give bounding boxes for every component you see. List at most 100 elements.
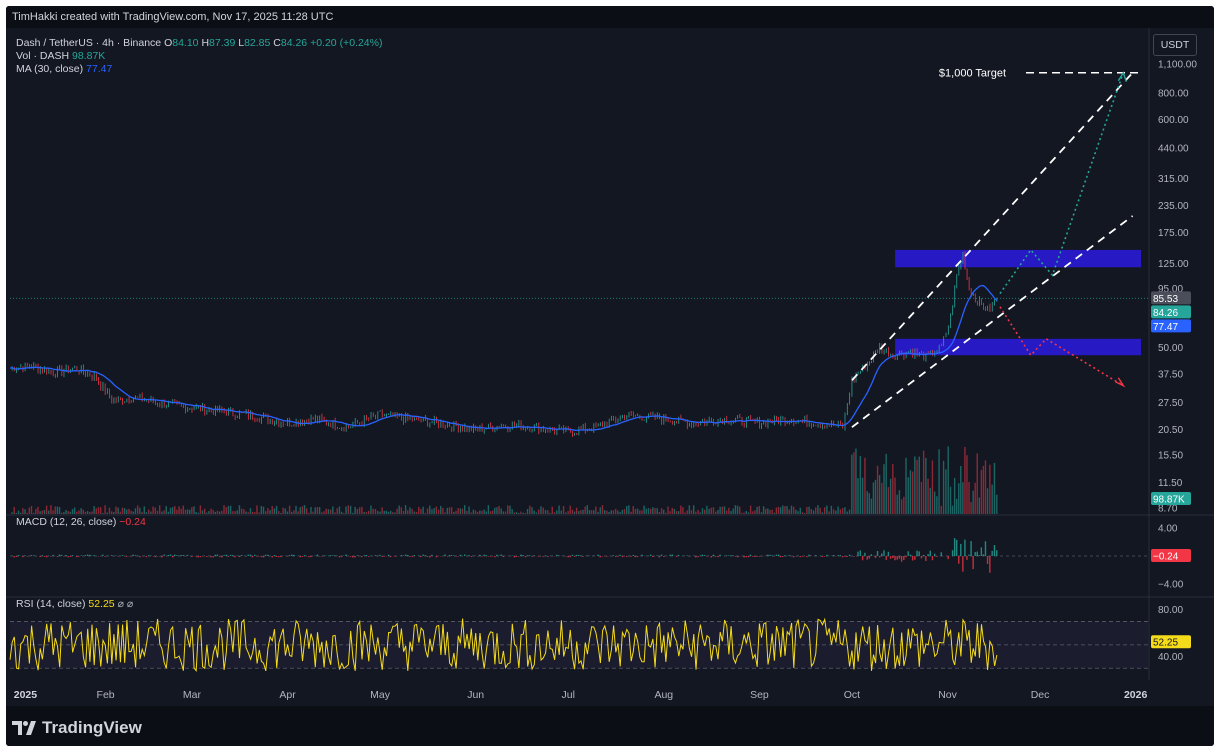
volume-bar — [39, 511, 41, 514]
volume-bar — [771, 509, 773, 514]
macd-histogram-bar — [171, 556, 174, 558]
volume-bar — [984, 460, 987, 514]
volume-bar — [383, 510, 385, 514]
volume-bar — [881, 482, 883, 514]
volume-bar — [485, 511, 487, 514]
rsi-last-tag: 52.25 — [1153, 638, 1178, 649]
volume-bar — [496, 507, 498, 514]
macd-histogram-bar — [986, 556, 989, 564]
macd-histogram-bar — [174, 554, 176, 556]
volume-bar — [273, 508, 276, 514]
macd-histogram-bar — [801, 556, 804, 557]
volume-bar — [929, 487, 931, 514]
macd-histogram-bar — [278, 556, 280, 558]
volume-bar — [920, 481, 923, 514]
rsi-label[interactable]: RSI (14, close) — [16, 598, 86, 610]
ma-label[interactable]: MA (30, close) — [16, 63, 84, 75]
rsi-settings-icon[interactable]: ⌀ ⌀ — [117, 598, 134, 610]
currency-button[interactable]: USDT — [1153, 34, 1197, 56]
macd-label[interactable]: MACD (12, 26, close) — [16, 516, 117, 528]
volume-bar — [323, 511, 325, 514]
macd-histogram-bar — [799, 556, 801, 558]
volume-bar — [325, 508, 327, 514]
volume-bar — [619, 512, 621, 514]
volume-bar — [972, 490, 974, 514]
macd-histogram-bar — [58, 554, 61, 556]
price-tick-label: 235.00 — [1158, 201, 1189, 212]
macd-histogram-bar — [24, 555, 26, 556]
macd-histogram-bar — [634, 556, 637, 558]
macd-histogram-bar — [878, 556, 881, 558]
volume-bar — [515, 512, 518, 514]
macd-histogram-bar — [225, 554, 227, 556]
tradingview-logo[interactable]: TradingView — [12, 718, 142, 738]
volume-bar — [156, 510, 159, 514]
volume-bar — [547, 510, 549, 514]
volume-bar — [632, 506, 634, 514]
volume-bar — [628, 505, 630, 514]
volume-bar — [966, 455, 968, 514]
symbol-info[interactable]: Dash / TetherUS · 4h · Binance — [16, 37, 162, 49]
volume-bar — [400, 507, 403, 514]
volume-bar — [982, 465, 985, 514]
volume-bar — [682, 507, 684, 514]
volume-label[interactable]: Vol · DASH — [16, 50, 70, 62]
macd-histogram-bar — [169, 554, 172, 556]
macd-histogram-bar — [365, 554, 368, 556]
volume-bar — [593, 510, 595, 514]
macd-histogram-bar — [494, 556, 496, 558]
volume-bar — [538, 509, 540, 514]
volume-bar — [861, 477, 864, 514]
macd-histogram-bar — [978, 555, 981, 556]
volume-bar — [866, 491, 868, 514]
macd-histogram-bar — [697, 556, 699, 558]
macd-histogram-bar — [864, 552, 866, 556]
volume-bar — [280, 512, 282, 514]
macd-histogram-bar — [728, 555, 730, 556]
macd-histogram-bar — [223, 555, 225, 556]
volume-bar — [978, 497, 981, 514]
price-tick-label: 440.00 — [1158, 144, 1189, 155]
volume-bar — [152, 506, 154, 514]
footer-bar: TradingView — [6, 706, 1214, 746]
volume-bar — [338, 506, 341, 514]
macd-histogram-bar — [453, 555, 455, 556]
volume-bar — [356, 508, 359, 514]
volume-bar — [431, 509, 433, 514]
volume-bar — [896, 494, 898, 514]
macd-histogram-bar — [163, 554, 165, 556]
volume-bar — [993, 462, 996, 514]
volume-bar — [134, 508, 137, 514]
macd-histogram-bar — [212, 556, 214, 558]
macd-histogram-bar — [150, 555, 152, 556]
macd-histogram-bar — [671, 554, 673, 556]
macd-histogram-bar — [782, 556, 784, 558]
bear-arrowhead — [1115, 377, 1126, 388]
volume-bar — [310, 506, 312, 514]
macd-histogram-bar — [409, 556, 411, 557]
volume-bar — [52, 510, 54, 514]
volume-bar — [623, 509, 626, 514]
macd-histogram-bar — [267, 554, 269, 556]
volume-bar — [728, 507, 730, 514]
macd-histogram-bar — [734, 556, 737, 557]
macd-histogram-bar — [448, 555, 451, 556]
macd-histogram-bar — [264, 554, 267, 556]
volume-bar — [601, 505, 604, 514]
macd-histogram-bar — [832, 554, 835, 556]
macd-histogram-bar — [614, 556, 617, 557]
macd-histogram-bar — [558, 555, 560, 556]
price-tick-label: 20.50 — [1158, 425, 1183, 436]
macd-histogram-bar — [161, 556, 163, 558]
macd-histogram-bar — [580, 555, 582, 556]
macd-histogram-bar — [989, 556, 991, 573]
volume-bar — [387, 511, 390, 514]
volume-bar — [526, 509, 529, 514]
volume-bar — [113, 512, 115, 514]
volume-bar — [343, 512, 345, 514]
macd-histogram-bar — [513, 556, 516, 558]
chart-canvas[interactable]: $1,000 Target 1,100.00 800.00 600.00 440.00… — [6, 28, 1214, 706]
volume-bar — [11, 512, 13, 514]
volume-bar — [394, 512, 396, 514]
volume-bar — [284, 508, 286, 514]
